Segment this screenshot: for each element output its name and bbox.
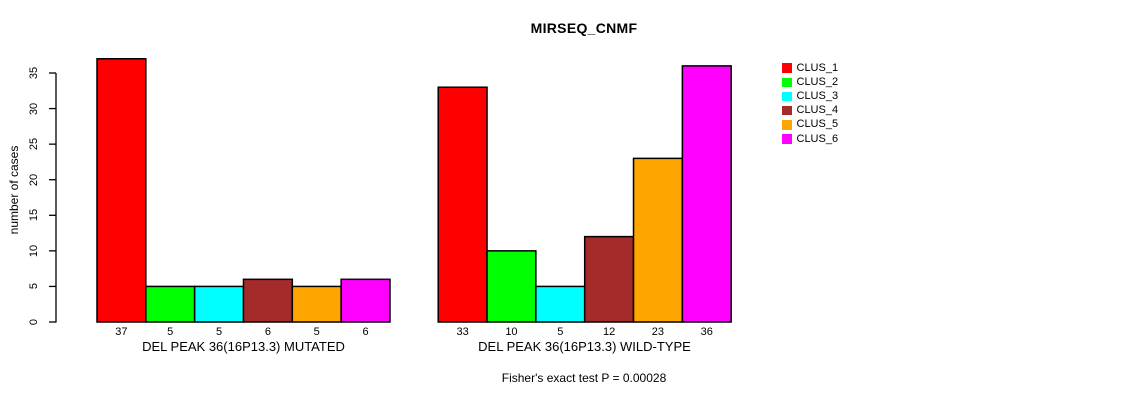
x-group-label-mutated: DEL PEAK 36(16P13.3) MUTATED: [142, 339, 345, 354]
legend-item: CLUS_4: [782, 104, 838, 118]
y-tick-label: 25: [28, 138, 40, 151]
bar-clus_6: [340, 278, 391, 323]
y-tick-label: 15: [28, 209, 40, 222]
bar-clus_2: [486, 250, 537, 323]
fisher-test-annotation: Fisher's exact test P = 0.00028: [501, 371, 667, 385]
legend-swatch-icon: [782, 134, 792, 144]
bar-clus_2: [145, 285, 196, 323]
bar-value-label: 6: [362, 326, 369, 338]
x-group-label-wildtype: DEL PEAK 36(16P13.3) WILD-TYPE: [478, 339, 691, 354]
bar-clus_4: [242, 278, 294, 323]
bar-value-label: 12: [602, 326, 616, 338]
bar-value-label: 33: [456, 326, 469, 338]
bar-value-label: 37: [115, 326, 128, 338]
y-tick-label: 5: [28, 283, 40, 290]
bar-value-label: 36: [700, 326, 713, 338]
bar-clus_1: [437, 86, 488, 323]
bar-value-label: 23: [651, 326, 665, 338]
legend-swatch-icon: [782, 77, 792, 88]
bar-value-label: 5: [557, 326, 564, 338]
bar-value-label: 5: [313, 326, 320, 338]
bar-clus_4: [583, 235, 635, 323]
legend-label: CLUS_6: [796, 132, 839, 145]
legend-item: CLUS_1: [782, 61, 838, 75]
bar-value-label: 5: [216, 326, 223, 338]
legend-label: CLUS_5: [796, 118, 839, 131]
legend-label: CLUS_1: [796, 61, 839, 74]
legend-label: CLUS_4: [796, 104, 839, 117]
legend: CLUS_1 CLUS_2 CLUS_3 CLUS_4 CLUS_5 CLUS_6: [782, 61, 838, 146]
bar-clus_5: [632, 157, 684, 323]
legend-item: CLUS_5: [782, 118, 838, 132]
bar-value-label: 5: [167, 326, 174, 338]
bar-clus_6: [681, 65, 732, 323]
bar-clus_1: [96, 58, 147, 323]
legend-swatch-icon: [782, 91, 792, 102]
y-tick-label: 20: [28, 173, 40, 186]
legend-item: CLUS_2: [782, 75, 838, 89]
y-tick-label: 10: [28, 244, 40, 257]
legend-label: CLUS_3: [796, 89, 839, 102]
bar-clus_5: [291, 285, 342, 323]
legend-item: CLUS_3: [782, 89, 838, 103]
chart-title: MIRSEQ_CNMF: [530, 20, 638, 36]
legend-swatch-icon: [782, 120, 792, 130]
legend-swatch-icon: [782, 63, 792, 73]
legend-label: CLUS_2: [796, 75, 839, 88]
y-tick-label: 30: [28, 102, 40, 115]
legend-swatch-icon: [782, 105, 792, 116]
y-tick-label: 35: [28, 66, 40, 80]
bar-clus_3: [535, 285, 586, 323]
legend-item: CLUS_6: [782, 132, 838, 146]
bar-value-label: 6: [264, 326, 271, 338]
y-tick-label: 0: [28, 318, 40, 326]
bar-clus_3: [193, 285, 245, 323]
bar-value-label: 10: [505, 326, 518, 338]
